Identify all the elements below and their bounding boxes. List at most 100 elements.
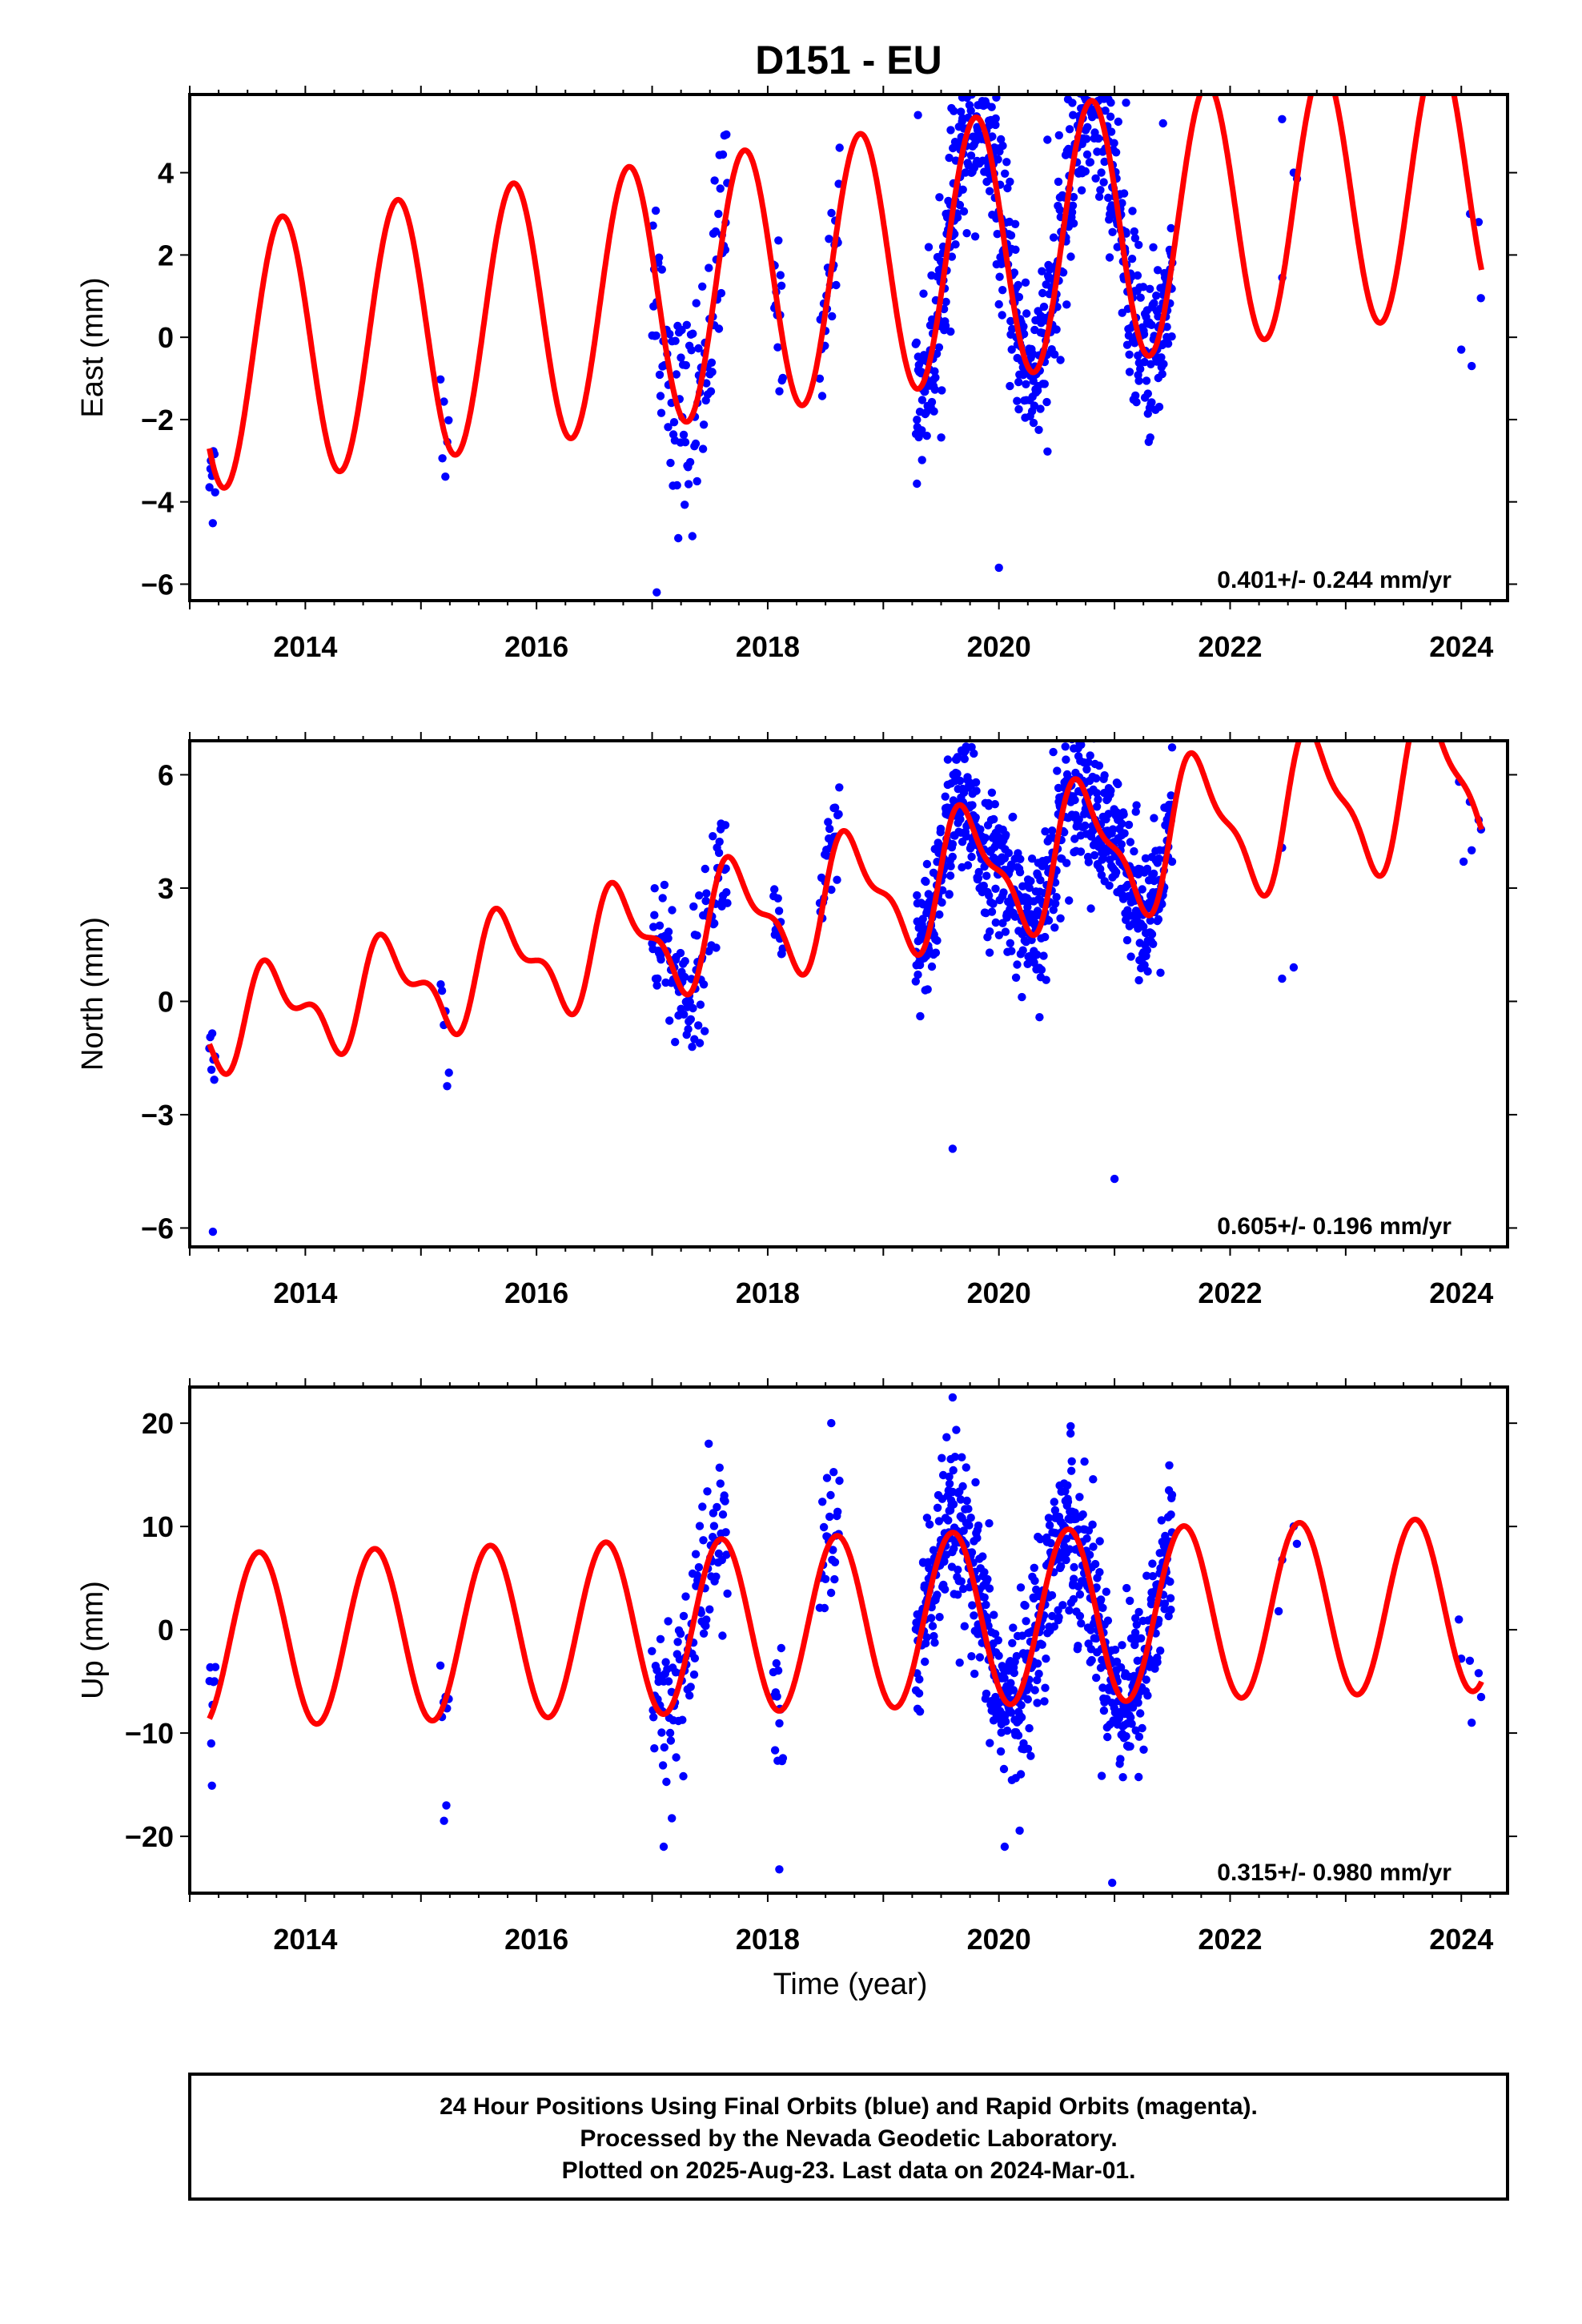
observation-point [1143,1691,1152,1700]
observation-point [1158,369,1166,379]
observation-point [970,67,978,75]
observation-point [1013,396,1022,405]
footer-line-2: Processed by the Nevada Geodetic Laborat… [580,2125,1117,2152]
observation-point [674,533,683,543]
observation-point [1098,1603,1107,1613]
observation-point [1069,1594,1078,1604]
observation-point [938,886,947,895]
observation-point [677,353,685,362]
observation-point [962,229,971,238]
observation-point [1137,1634,1146,1642]
x-tick-label: 2022 [1198,1923,1262,1956]
observation-point [1049,233,1058,242]
observation-point [682,320,691,329]
observation-point [832,280,841,290]
observation-point [1146,284,1154,293]
observation-point [1103,1732,1112,1742]
observation-point [777,281,786,290]
observation-point [1016,1770,1026,1779]
observation-point [1118,819,1126,828]
observation-point [1100,157,1109,167]
observation-point [688,532,697,541]
observation-point [1050,923,1059,932]
observation-point [1128,1703,1138,1712]
observation-point [1149,939,1158,949]
observation-point [662,1777,671,1787]
observation-point [994,155,1002,164]
observation-point [945,890,954,899]
observation-point [1098,1683,1107,1692]
observation-point [985,1519,994,1528]
observation-point [956,1495,966,1504]
observation-point [1156,968,1165,977]
observation-point [776,271,785,279]
observation-point [1018,371,1028,380]
observation-point [708,368,717,376]
observation-point [1042,975,1050,984]
observation-point [970,232,980,241]
observation-point-outlier [1459,857,1468,866]
observation-point [985,948,994,957]
observation-point [1094,134,1103,143]
observation-point [994,931,1004,940]
observation-point [1044,1514,1054,1522]
observation-point [664,927,673,936]
observation-point [1044,916,1054,925]
observation-point [936,824,946,834]
observation-point [913,891,921,900]
observation-point [1069,192,1078,202]
rate-annotation: 0.401+/- 0.244 mm/yr [1217,567,1452,593]
observation-point [1106,112,1115,121]
observation-point [1077,186,1086,195]
observation-point [709,1522,719,1530]
observation-point [970,1611,978,1620]
observation-point [773,1692,781,1701]
observation-point [1053,766,1062,775]
observation-point [961,22,969,30]
observation-point [1077,741,1086,750]
observation-point [772,1659,781,1668]
observation-point [937,433,946,442]
observation-point [1098,854,1108,862]
observation-point [1086,46,1094,54]
observation-point [1089,74,1097,82]
observation-point [1122,1583,1131,1593]
x-tick-label: 2024 [1429,630,1493,663]
observation-point [1167,743,1177,752]
observation-point [722,1550,731,1559]
observation-point [709,832,717,841]
observation-point [1166,1594,1175,1602]
observation-point [1010,268,1019,277]
observation-point [1006,231,1016,240]
observation-point [922,432,931,440]
observation-point [962,832,971,841]
observation-point [687,346,696,355]
observation-point [1056,356,1065,364]
observation-point [1167,1490,1177,1499]
observation-point [980,85,988,93]
observation-point [1056,914,1065,923]
observation-point [650,911,659,919]
y-tick-label: 20 [142,1407,174,1440]
x-tick-label: 2014 [273,1277,337,1309]
observation-point [1014,1731,1023,1740]
observation-point [1090,1559,1100,1569]
observation-point [1087,28,1095,36]
observation-point [998,286,1007,295]
observation-point [1125,368,1134,376]
observation-point [1066,252,1075,261]
observation-point [1134,1699,1142,1707]
observation-point [924,243,934,251]
observation-point [991,918,1001,927]
observation-point [1157,1516,1166,1525]
observation-point [1118,199,1126,207]
observation-point [821,1574,830,1584]
observation-point [966,151,976,160]
observation-point-outlier [1289,963,1299,972]
observation-point [686,1683,695,1691]
observation-point-outlier [1108,1878,1117,1888]
observation-point [1011,245,1020,254]
observation-point [980,1568,989,1577]
observation-point [927,962,937,971]
observation-point [688,1043,697,1051]
